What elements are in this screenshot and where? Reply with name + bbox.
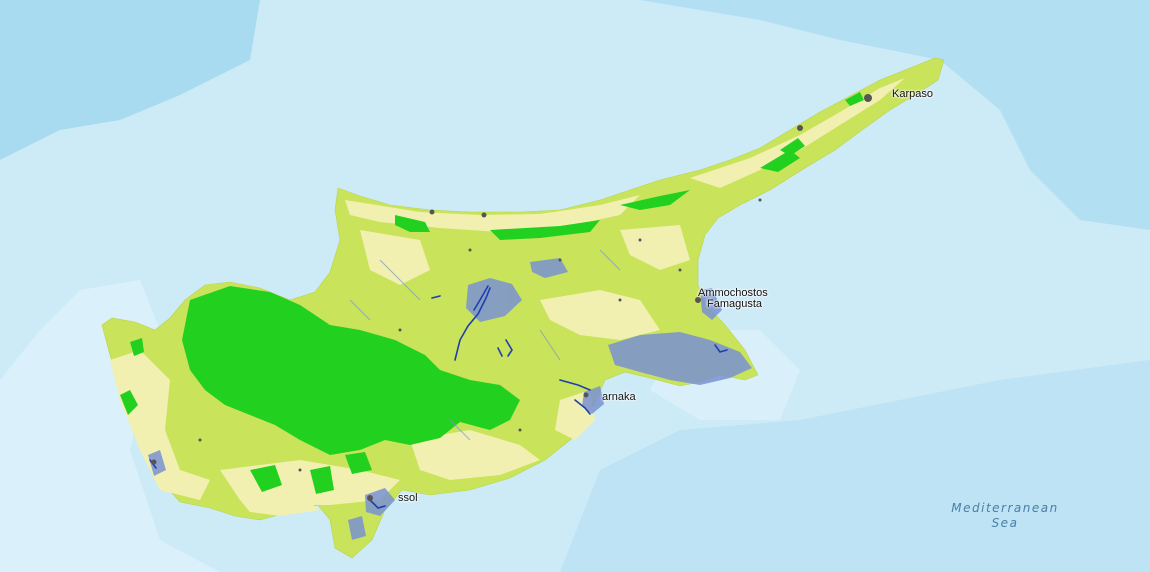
deep-sea-northeast bbox=[640, 0, 1150, 230]
sea-label-line1: Mediterranean bbox=[951, 501, 1059, 515]
urban-settlements bbox=[151, 94, 872, 501]
sea-label-line2: Sea bbox=[991, 516, 1019, 530]
sea-label: Mediterranean Sea bbox=[940, 501, 1070, 531]
shelf-west bbox=[0, 280, 220, 572]
deep-sea-west bbox=[0, 0, 260, 160]
river-network bbox=[149, 285, 728, 509]
minor-streams bbox=[349, 249, 621, 441]
forest-patches bbox=[120, 92, 864, 494]
place-label-ammochostos: Ammochostos bbox=[698, 287, 768, 299]
deep-sea-south bbox=[560, 360, 1150, 572]
place-label-larnaka: arnaka bbox=[602, 391, 636, 403]
place-label-famagusta: Famagusta bbox=[707, 298, 763, 310]
place-label-karpaso: Karpaso bbox=[892, 88, 933, 100]
place-label-lemesos: ssol bbox=[398, 492, 418, 504]
